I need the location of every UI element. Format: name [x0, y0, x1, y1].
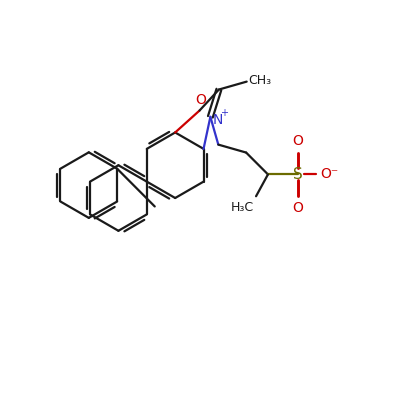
Text: H₃C: H₃C [231, 201, 254, 214]
Text: O: O [195, 92, 206, 106]
Text: CH₃: CH₃ [249, 74, 272, 87]
Text: +: + [220, 108, 228, 118]
Text: N: N [212, 113, 223, 127]
Text: S: S [293, 167, 303, 182]
Text: O: O [292, 201, 303, 215]
Text: O: O [292, 134, 303, 148]
Text: O⁻: O⁻ [320, 168, 339, 182]
